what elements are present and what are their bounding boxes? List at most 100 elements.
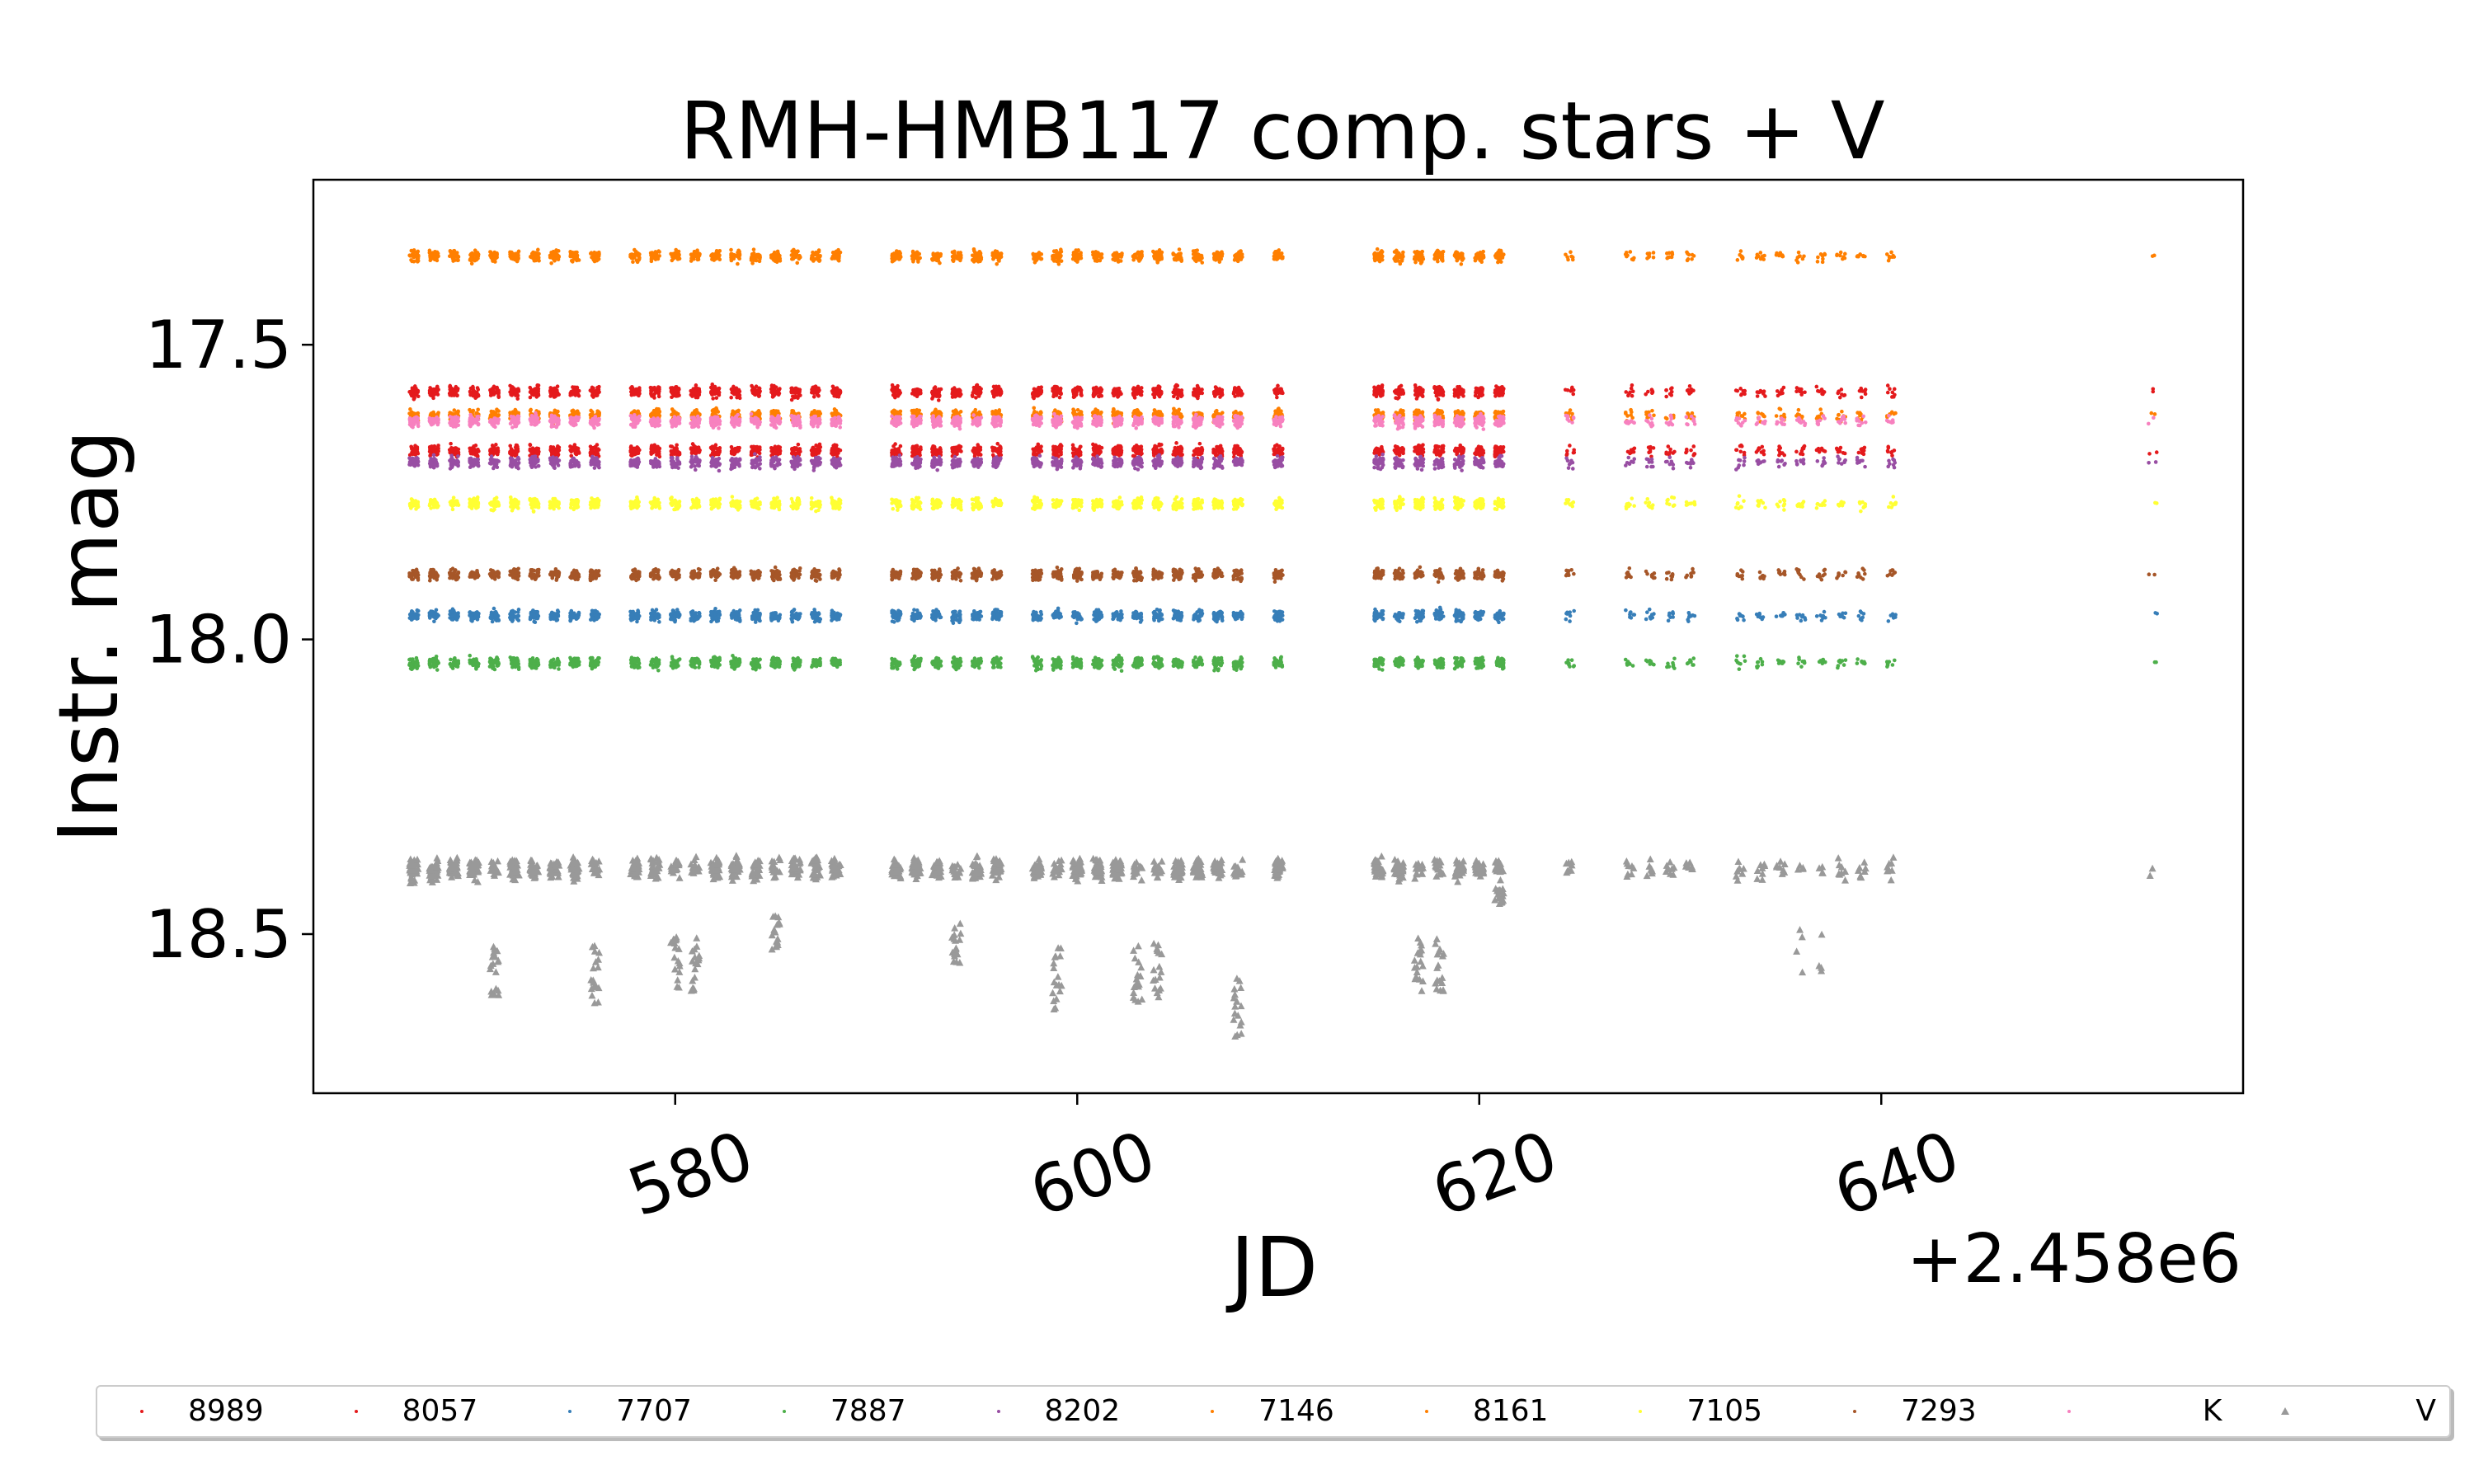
data-point [514,449,518,454]
night-cluster [2151,387,2156,394]
data-point [1057,395,1062,400]
data-point [653,616,658,620]
data-point [690,446,695,451]
data-point [976,394,981,398]
night-cluster [1684,444,1697,458]
data-point [1687,383,1692,388]
data-point [910,447,915,452]
data-point [1628,451,1632,456]
data-point [931,614,935,619]
data-point [407,390,412,394]
data-point [1420,608,1425,613]
data-point [1738,387,1743,391]
data-point [1413,616,1418,621]
data-point [694,611,698,615]
data-point [571,392,576,397]
data-point [1075,448,1079,453]
data-point [454,618,459,622]
data-point [974,396,978,400]
data-point [1237,614,1242,619]
data-point [1441,393,1446,397]
data-point [1649,387,1654,392]
data-point [653,613,658,618]
data-point [1396,448,1401,452]
data-point [1159,612,1163,616]
data-point [711,397,715,401]
data-point [1236,385,1241,390]
data-point [1094,612,1098,617]
data-point [534,392,539,397]
data-point [1158,608,1162,613]
data-point [1054,393,1059,397]
data-point [1099,614,1104,619]
data-point [1138,620,1143,624]
data-point [1629,386,1634,391]
data-point [1630,393,1634,398]
data-point [1397,453,1402,458]
data-point [1079,388,1084,392]
night-cluster [1885,383,1897,399]
data-point [1418,447,1423,451]
night-cluster [1885,444,1897,458]
night-cluster [1211,609,1225,624]
night-cluster [1131,384,1144,400]
data-point [1399,383,1404,388]
data-point [1174,609,1178,613]
night-cluster [407,384,421,402]
data-point [594,448,599,453]
data-point [1074,391,1078,395]
data-point [1839,387,1844,392]
data-point [657,385,661,390]
data-point [975,614,979,618]
night-cluster [528,608,541,625]
data-point [737,619,742,623]
data-point [1393,614,1397,618]
data-point [1117,387,1122,391]
night-cluster [929,444,943,458]
data-point [1272,613,1277,618]
data-point [1859,388,1863,393]
night-cluster [427,608,440,624]
night-cluster [1794,386,1807,397]
data-point [469,392,474,397]
data-point [1275,395,1279,400]
data-point [813,448,818,452]
night-cluster [1646,444,1656,459]
data-point [468,446,473,451]
data-point [2147,452,2152,456]
data-point [1031,395,1036,399]
data-point [1479,390,1484,395]
data-point [896,383,900,388]
data-point [1802,444,1807,448]
night-cluster [1372,383,1385,399]
data-point [811,394,816,399]
data-point [591,386,595,391]
night-cluster [1775,385,1786,398]
data-point [816,612,821,617]
night-cluster [970,609,984,622]
data-point [991,615,996,620]
data-point [1235,390,1239,395]
data-point [1075,621,1079,626]
data-point [837,617,841,622]
night-cluster [1776,444,1787,458]
data-point [930,397,934,401]
data-point [757,451,762,456]
data-point [469,618,473,622]
data-point [452,393,456,397]
data-point [910,614,915,618]
night-cluster [1211,385,1225,399]
data-point [974,389,978,394]
data-point [1031,613,1036,618]
data-point [1436,397,1441,402]
night-cluster [1030,385,1044,401]
data-point [593,444,598,449]
data-point [429,393,434,398]
night-cluster [1151,608,1164,623]
data-point [793,446,798,451]
data-point [812,619,817,624]
data-point [573,451,578,456]
data-point [1137,616,1142,620]
data-point [1397,619,1402,624]
